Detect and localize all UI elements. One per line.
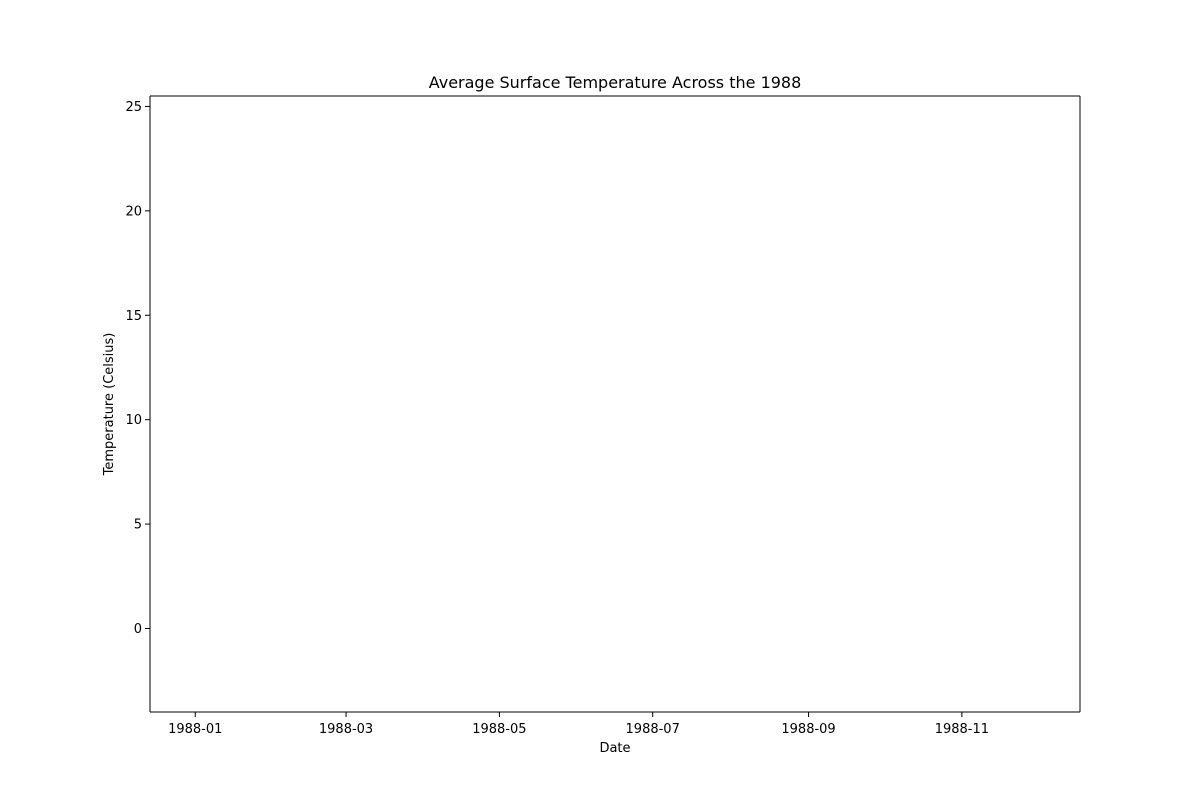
- chart-title: Average Surface Temperature Across the 1…: [429, 73, 802, 92]
- plot-background: [150, 96, 1080, 712]
- y-tick-label: 20: [125, 204, 142, 219]
- x-axis-ticks: 1988-01 1988-03 1988-05 1988-07 1988-09 1988-…: [168, 712, 989, 737]
- y-tick-label: 25: [125, 100, 142, 115]
- x-tick-label: 1988-01: [168, 722, 222, 737]
- y-tick-label: 5: [134, 518, 142, 533]
- x-tick-label: 1988-11: [935, 722, 989, 737]
- y-tick-label: 0: [134, 622, 142, 637]
- x-axis-label: Date: [599, 741, 630, 756]
- x-tick-label: 1988-03: [319, 722, 373, 737]
- y-axis-ticks: 0 5 10 15 20 25: [125, 100, 150, 637]
- plot-area: [149, 95, 1081, 713]
- x-tick-label: 1988-07: [626, 722, 680, 737]
- x-tick-label: 1988-05: [472, 722, 526, 737]
- x-tick-label: 1988-09: [781, 722, 835, 737]
- y-tick-label: 15: [125, 309, 142, 324]
- y-tick-label: 10: [125, 413, 142, 428]
- y-axis-label: Temperature (Celsius): [102, 333, 117, 477]
